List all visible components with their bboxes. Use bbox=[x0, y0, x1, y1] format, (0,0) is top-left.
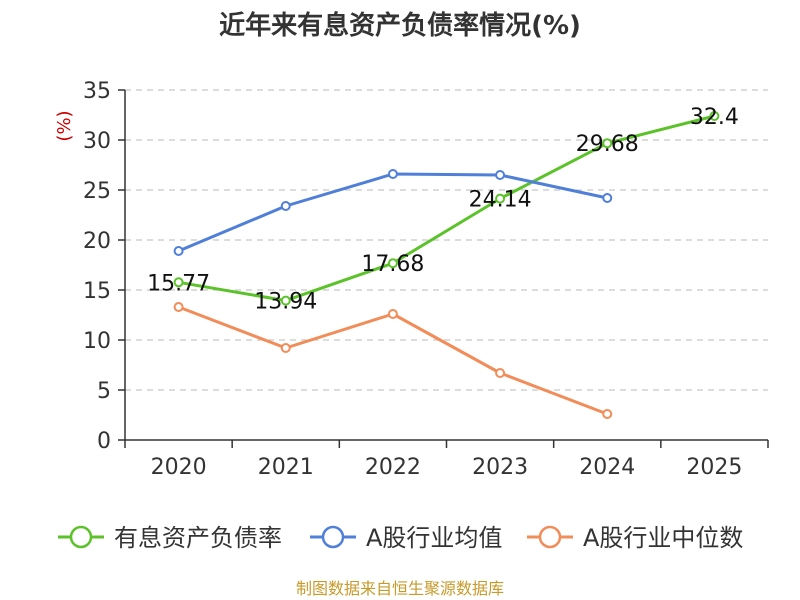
legend-marker-icon bbox=[69, 525, 93, 549]
data-point[interactable] bbox=[602, 138, 613, 149]
data-label: 17.68 bbox=[361, 252, 424, 277]
series-line-0 bbox=[178, 114, 715, 303]
x-tick-label: 2021 bbox=[258, 455, 314, 480]
y-tick-label: 10 bbox=[83, 329, 111, 354]
data-point[interactable] bbox=[602, 193, 613, 203]
grid-lines bbox=[125, 89, 768, 391]
data-point[interactable] bbox=[602, 409, 613, 419]
data-label: 13.94 bbox=[254, 290, 317, 315]
data-labels: 15.77 13.94 17.68 24.14 29.68 32.4 bbox=[147, 105, 739, 315]
y-tick-label: 20 bbox=[83, 229, 111, 254]
legend-marker-icon bbox=[538, 525, 562, 549]
data-label: 24.14 bbox=[469, 188, 532, 213]
data-label: 29.68 bbox=[576, 132, 639, 157]
data-point[interactable] bbox=[387, 258, 398, 269]
legend-label: A股行业均值 bbox=[366, 524, 502, 552]
series-line-2 bbox=[178, 305, 608, 416]
y-tick-label: 25 bbox=[83, 179, 111, 204]
source-note: 制图数据来自恒生聚源数据库 bbox=[296, 579, 504, 598]
data-point[interactable] bbox=[495, 193, 506, 204]
data-point[interactable] bbox=[387, 169, 398, 179]
y-axis-ticks: 0 5 10 15 20 25 30 35 bbox=[83, 79, 125, 454]
data-label: 15.77 bbox=[147, 271, 210, 296]
legend-item-0[interactable]: 有息资产负债率 bbox=[58, 524, 282, 552]
data-point[interactable] bbox=[173, 302, 184, 312]
legend-item-2[interactable]: A股行业中位数 bbox=[527, 524, 743, 552]
legend-marker-icon bbox=[321, 525, 345, 549]
data-point[interactable] bbox=[709, 111, 720, 121]
axes bbox=[124, 90, 768, 441]
x-axis-ticks: 2020 2021 2022 2023 2024 2025 bbox=[124, 440, 769, 480]
legend[interactable]: 有息资产负债率 A股行业均值 A股行业中位数 bbox=[58, 524, 743, 552]
data-point[interactable] bbox=[173, 246, 184, 256]
y-tick-label: 0 bbox=[97, 429, 111, 454]
data-point[interactable] bbox=[173, 277, 184, 288]
y-tick-label: 5 bbox=[97, 379, 111, 404]
data-point[interactable] bbox=[495, 170, 506, 180]
y-axis-unit: (%) bbox=[54, 110, 75, 141]
data-point[interactable] bbox=[495, 368, 506, 378]
x-tick-label: 2024 bbox=[579, 455, 635, 480]
x-tick-label: 2025 bbox=[686, 455, 742, 480]
data-point[interactable] bbox=[387, 309, 398, 319]
legend-label: 有息资产负债率 bbox=[114, 524, 282, 552]
legend-label: A股行业中位数 bbox=[583, 524, 743, 552]
data-point[interactable] bbox=[280, 343, 291, 353]
y-tick-label: 35 bbox=[83, 79, 111, 104]
legend-item-1[interactable]: A股行业均值 bbox=[310, 524, 502, 552]
x-tick-label: 2022 bbox=[365, 455, 421, 480]
x-tick-label: 2023 bbox=[472, 455, 528, 480]
data-point[interactable] bbox=[280, 201, 291, 211]
x-tick-label: 2020 bbox=[151, 455, 207, 480]
series-group bbox=[173, 111, 720, 419]
y-tick-label: 15 bbox=[83, 279, 111, 304]
data-point[interactable] bbox=[280, 295, 291, 306]
data-label: 32.4 bbox=[690, 105, 739, 130]
y-tick-label: 30 bbox=[83, 129, 111, 154]
chart-title: 近年来有息资产负债率情况(%) bbox=[219, 10, 581, 41]
